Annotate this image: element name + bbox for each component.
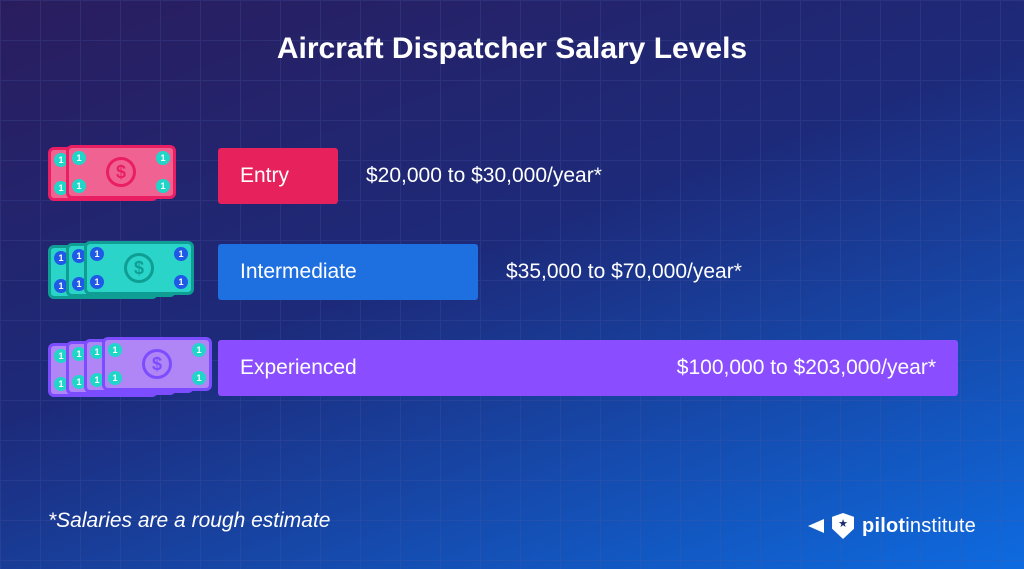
shield-icon (832, 513, 854, 539)
salary-value: $100,000 to $203,000/year* (637, 356, 936, 380)
brand-light: institute (905, 515, 976, 537)
brand-bold: pilot (862, 515, 905, 537)
bill-icon: 1111$ (102, 337, 212, 391)
salary-row: 111111111111$ Intermediate $35,000 to $70,… (48, 241, 976, 303)
money-stack-icon: 111111111111$ (48, 241, 218, 303)
bill-icon: 1111$ (66, 145, 176, 199)
salary-value: $35,000 to $70,000/year* (506, 260, 742, 284)
level-label: Experienced (240, 356, 357, 380)
brand-logo: pilotinstitute (808, 513, 976, 539)
salary-row: 1111111111111111$ Experienced $100,000 to … (48, 337, 976, 399)
level-bar: Experienced $100,000 to $203,000/year* (218, 340, 958, 396)
money-stack-icon: 1111111111111111$ (48, 337, 218, 399)
salary-row: 11111111$ Entry $20,000 to $30,000/year* (48, 145, 976, 207)
level-bar: Intermediate (218, 244, 478, 300)
wing-icon (808, 519, 824, 533)
dollar-sign-icon: $ (142, 349, 172, 379)
dollar-sign-icon: $ (124, 253, 154, 283)
dollar-sign-icon: $ (106, 157, 136, 187)
salary-rows: 11111111$Entry$20,000 to $30,000/year*11… (48, 145, 976, 399)
brand-text: pilotinstitute (862, 515, 976, 538)
page-title: Aircraft Dispatcher Salary Levels (0, 32, 1024, 66)
bill-icon: 1111$ (84, 241, 194, 295)
level-label: Entry (240, 164, 289, 188)
level-label: Intermediate (240, 260, 357, 284)
money-stack-icon: 11111111$ (48, 145, 218, 207)
bar-wrap: Entry $20,000 to $30,000/year* (218, 148, 976, 204)
salary-value: $20,000 to $30,000/year* (366, 164, 602, 188)
level-bar: Entry (218, 148, 338, 204)
bar-wrap: Experienced $100,000 to $203,000/year* (218, 340, 976, 396)
footnote-text: *Salaries are a rough estimate (48, 509, 331, 533)
bar-wrap: Intermediate $35,000 to $70,000/year* (218, 244, 976, 300)
